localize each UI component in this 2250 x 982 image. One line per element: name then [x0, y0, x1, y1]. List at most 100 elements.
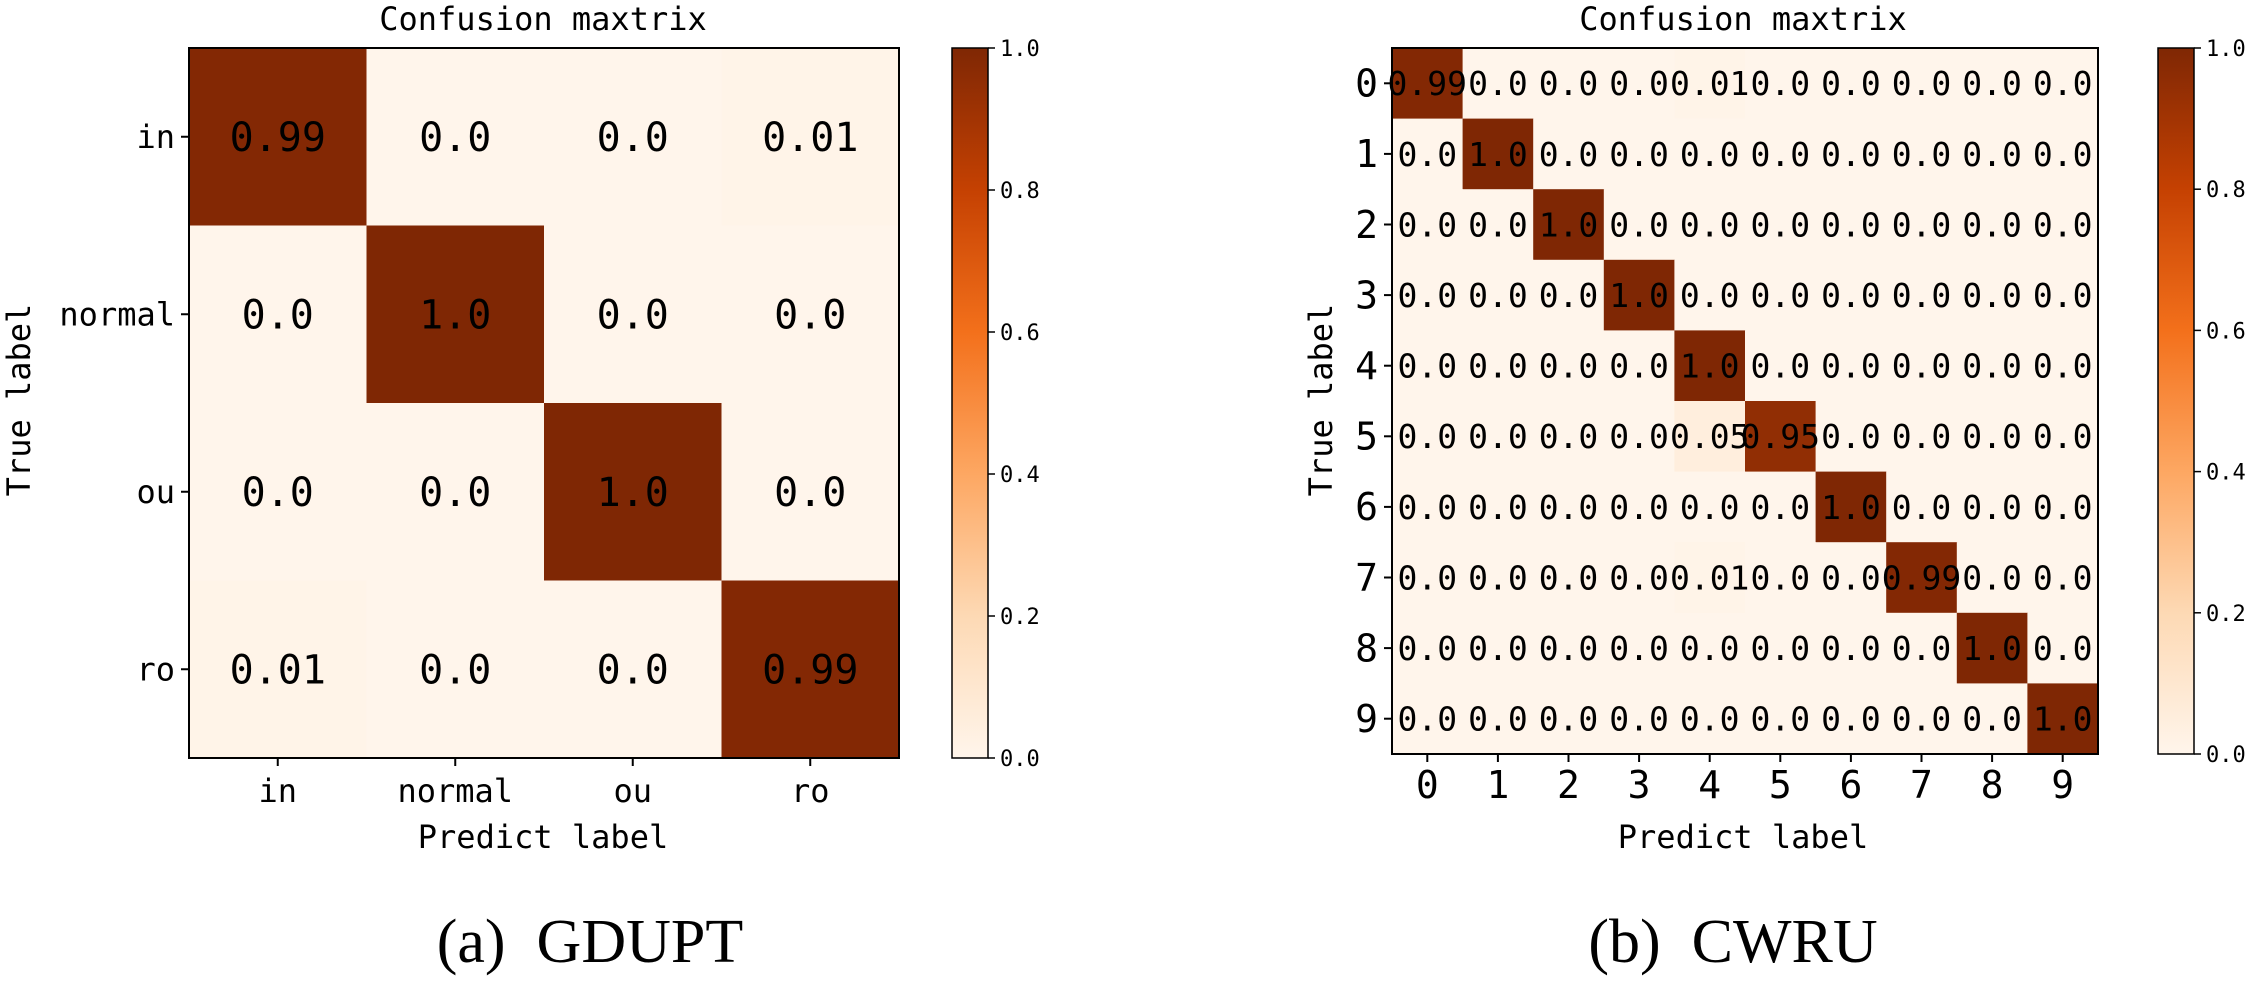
- heatmap-cell: [1603, 48, 1675, 120]
- cell-value-label: 0.01: [1670, 64, 1749, 103]
- cell-value-label: 0.0: [1539, 64, 1599, 103]
- heatmap-cell: [366, 580, 545, 759]
- cell-value-label: 0.0: [1609, 135, 1669, 174]
- cell-value-label: 1.0: [2033, 700, 2093, 739]
- gdupt-heatmap-cells: [189, 48, 900, 759]
- cell-value-label: 0.0: [2033, 347, 2093, 386]
- heatmap-cell: [1745, 48, 1817, 120]
- heatmap-cell: [1745, 542, 1817, 614]
- cell-value-label: 0.0: [1750, 276, 1810, 315]
- heatmap-cell: [189, 580, 367, 759]
- y-tick-label: 0: [1355, 62, 1378, 106]
- cell-value-label: 0.0: [1609, 417, 1669, 456]
- cell-value-label: 0.0: [2033, 64, 2093, 103]
- heatmap-cell: [1956, 542, 2028, 614]
- cell-value-label: 0.0: [1821, 276, 1881, 315]
- heatmap-cell: [189, 403, 367, 581]
- cell-value-label: 0.95: [1741, 417, 1820, 456]
- cell-value-label: 0.0: [419, 470, 491, 516]
- heatmap-cell: [1392, 612, 1464, 684]
- cell-value-label: 0.0: [1397, 276, 1457, 315]
- cell-value-label: 0.0: [597, 115, 669, 161]
- heatmap-cell: [1956, 401, 2028, 473]
- cwru-x-ticks: 0 1 2 3 4 5 6 7 8 9: [1416, 754, 2074, 807]
- x-tick-label: ou: [613, 772, 652, 810]
- cell-value-label: 0.0: [1680, 629, 1740, 668]
- heatmap-cell: [1886, 118, 1958, 190]
- colorbar-tick-label: 1.0: [2206, 37, 2246, 62]
- heatmap-cell: [544, 48, 722, 226]
- heatmap-cell: [1674, 189, 1746, 261]
- heatmap-cell: [1462, 118, 1534, 190]
- cell-value-label: 0.0: [1539, 488, 1599, 527]
- cell-value-label: 0.0: [1892, 205, 1952, 244]
- cell-value-label: 0.0: [1962, 488, 2022, 527]
- heatmap-cell: [366, 225, 545, 404]
- cell-value-label: 1.0: [419, 293, 491, 339]
- heatmap-cell: [1674, 259, 1746, 331]
- colorbar-tick-label: 0.0: [2206, 743, 2246, 768]
- cell-value-label: 1.0: [1962, 629, 2022, 668]
- colorbar-tick-label: 0.4: [2206, 461, 2246, 486]
- heatmap-cell: [1603, 542, 1675, 614]
- cell-value-label: 0.0: [1821, 205, 1881, 244]
- heatmap-cell: [1462, 471, 1534, 543]
- x-tick-label: 0: [1416, 763, 1439, 807]
- heatmap-cell: [1462, 542, 1534, 614]
- x-tick-label: 3: [1628, 763, 1651, 807]
- y-tick-label: 4: [1355, 344, 1378, 388]
- cell-value-label: 0.0: [1821, 64, 1881, 103]
- cell-value-label: 0.0: [1962, 64, 2022, 103]
- heatmap-cell: [1392, 330, 1464, 402]
- x-tick-label: 8: [1981, 763, 2004, 807]
- cell-value-label: 0.99: [230, 115, 326, 161]
- heatmap-cell: [721, 48, 900, 226]
- cwru-panel: Confusion maxtrix 0.99 0.0 0.0 0.0 0.01 0.0 0.…: [1302, 0, 2246, 976]
- cell-value-label: 0.0: [242, 470, 314, 516]
- heatmap-cell: [1815, 612, 1887, 684]
- heatmap-cell: [1392, 542, 1464, 614]
- x-tick-label: 7: [1910, 763, 1933, 807]
- x-tick-label: 6: [1839, 763, 1862, 807]
- heatmap-cell: [544, 225, 722, 404]
- heatmap-cell: [1462, 330, 1534, 402]
- cell-value-label: 1.0: [1821, 488, 1881, 527]
- heatmap-cell: [1886, 542, 1958, 614]
- cell-value-label: 1.0: [1609, 276, 1669, 315]
- cell-value-label: 0.0: [1821, 135, 1881, 174]
- heatmap-cell: [1815, 118, 1887, 190]
- gdupt-caption: (a) GDUPT: [437, 908, 744, 976]
- cwru-cell-labels: 0.99 0.0 0.0 0.0 0.01 0.0 0.0 0.0 0.0 0.00.0 1.0 0.…: [1388, 64, 2093, 738]
- cell-value-label: 0.0: [1539, 276, 1599, 315]
- cell-value-label: 0.0: [1468, 205, 1528, 244]
- cell-value-label: 0.0: [1680, 135, 1740, 174]
- y-tick-label: ou: [136, 473, 175, 511]
- heatmap-cell: [1392, 189, 1464, 261]
- cell-value-label: 0.0: [1609, 488, 1669, 527]
- cwru-y-axis-label: True label: [1302, 304, 1340, 497]
- cell-value-label: 0.0: [1609, 64, 1669, 103]
- heatmap-cell: [1603, 401, 1675, 473]
- cell-value-label: 0.0: [2033, 558, 2093, 597]
- heatmap-cell: [1603, 683, 1675, 755]
- heatmap-cell: [189, 225, 367, 404]
- heatmap-cell: [1956, 683, 2028, 755]
- heatmap-cell: [1745, 189, 1817, 261]
- heatmap-cell: [1956, 259, 2028, 331]
- gdupt-chart-title: Confusion maxtrix: [379, 0, 707, 38]
- y-tick-label: 8: [1355, 626, 1378, 670]
- cell-value-label: 0.0: [1750, 205, 1810, 244]
- cell-value-label: 0.0: [1962, 205, 2022, 244]
- cell-value-label: 0.0: [1609, 700, 1669, 739]
- heatmap-cell: [544, 403, 722, 581]
- heatmap-cell: [189, 48, 367, 226]
- gdupt-y-axis-label: True label: [0, 304, 38, 497]
- cwru-colorbar-ticks: 0.0 0.2 0.4 0.6 0.8 1.0: [2194, 37, 2246, 768]
- cell-value-label: 1.0: [1468, 135, 1528, 174]
- heatmap-cell: [1745, 259, 1817, 331]
- cell-value-label: 0.0: [2033, 205, 2093, 244]
- x-tick-label: 4: [1698, 763, 1721, 807]
- x-tick-label: in: [258, 772, 297, 810]
- cell-value-label: 0.0: [1397, 629, 1457, 668]
